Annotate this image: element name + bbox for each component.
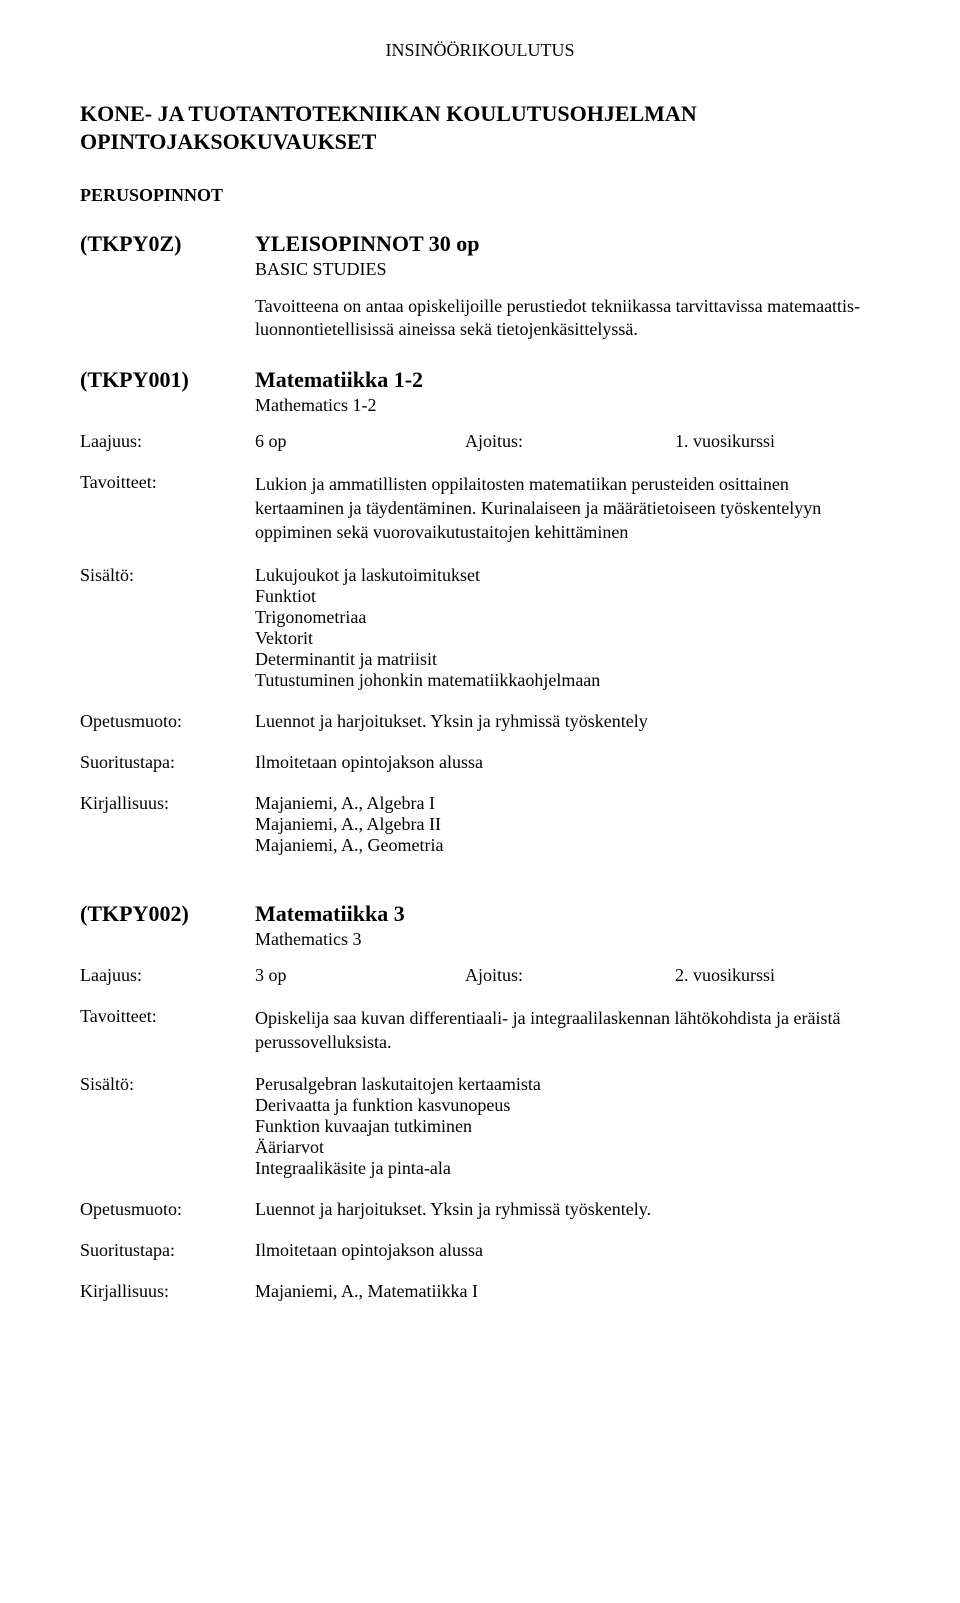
list-item: Vektorit: [255, 628, 880, 649]
content-label: Sisältö:: [80, 565, 255, 586]
list-item: Determinantit ja matriisit: [255, 649, 880, 670]
objectives-value: Lukion ja ammatillisten oppilaitosten ma…: [255, 472, 880, 545]
teaching-label: Opetusmuoto:: [80, 1199, 255, 1220]
course-subtitle: Mathematics 3: [255, 929, 880, 950]
literature-row: Kirjallisuus: Majaniemi, A., Algebra I M…: [80, 793, 880, 856]
group-code: (TKPY0Z): [80, 231, 255, 257]
assessment-value: Ilmoitetaan opintojakson alussa: [255, 1240, 880, 1261]
list-item: Tutustuminen johonkin matematiikkaohjelm…: [255, 670, 880, 691]
objectives-row: Tavoitteet: Lukion ja ammatillisten oppi…: [80, 472, 880, 545]
list-item: Funktiot: [255, 586, 880, 607]
assessment-row: Suoritustapa: Ilmoitetaan opintojakson a…: [80, 752, 880, 773]
objectives-label: Tavoitteet:: [80, 472, 255, 493]
content-list: Perusalgebran laskutaitojen kertaamista …: [255, 1074, 880, 1179]
literature-row: Kirjallisuus: Majaniemi, A., Matematiikk…: [80, 1281, 880, 1302]
timing-label: Ajoitus:: [465, 965, 675, 986]
teaching-value: Luennot ja harjoitukset. Yksin ja ryhmis…: [255, 1199, 880, 1220]
page: INSINÖÖRIKOULUTUS KONE- JA TUOTANTOTEKNI…: [0, 0, 960, 1362]
group-row: (TKPY0Z) YLEISOPINNOT 30 op BASIC STUDIE…: [80, 231, 880, 367]
course-title: Matematiikka 1-2: [255, 367, 880, 393]
content-row: Sisältö: Lukujoukot ja laskutoimitukset …: [80, 565, 880, 691]
course-code: (TKPY001): [80, 367, 255, 393]
list-item: Funktion kuvaajan tutkiminen: [255, 1116, 880, 1137]
course-heading-row: (TKPY002) Matematiikka 3 Mathematics 3: [80, 901, 880, 965]
literature-list: Majaniemi, A., Matematiikka I: [255, 1281, 880, 1302]
teaching-label: Opetusmuoto:: [80, 711, 255, 732]
extent-label: Laajuus:: [80, 965, 255, 986]
list-item: Majaniemi, A., Algebra I: [255, 793, 880, 814]
teaching-value: Luennot ja harjoitukset. Yksin ja ryhmis…: [255, 711, 880, 732]
literature-list: Majaniemi, A., Algebra I Majaniemi, A., …: [255, 793, 880, 856]
extent-timing-row: Laajuus: 6 op Ajoitus: 1. vuosikurssi: [80, 431, 880, 452]
course-heading-row: (TKPY001) Matematiikka 1-2 Mathematics 1…: [80, 367, 880, 431]
list-item: Ääriarvot: [255, 1137, 880, 1158]
extent-value: 6 op: [255, 431, 465, 452]
assessment-row: Suoritustapa: Ilmoitetaan opintojakson a…: [80, 1240, 880, 1261]
teaching-row: Opetusmuoto: Luennot ja harjoitukset. Yk…: [80, 1199, 880, 1220]
group-subtitle: BASIC STUDIES: [255, 259, 880, 280]
list-item: Trigonometriaa: [255, 607, 880, 628]
objectives-label: Tavoitteet:: [80, 1006, 255, 1027]
group-intro: Tavoitteena on antaa opiskelijoille peru…: [255, 295, 880, 342]
extent-timing-row: Laajuus: 3 op Ajoitus: 2. vuosikurssi: [80, 965, 880, 986]
timing-value: 2. vuosikurssi: [675, 965, 775, 986]
list-item: Lukujoukot ja laskutoimitukset: [255, 565, 880, 586]
section-title: PERUSOPINNOT: [80, 185, 880, 206]
content-row: Sisältö: Perusalgebran laskutaitojen ker…: [80, 1074, 880, 1179]
assessment-value: Ilmoitetaan opintojakson alussa: [255, 752, 880, 773]
extent-value: 3 op: [255, 965, 465, 986]
list-item: Majaniemi, A., Matematiikka I: [255, 1281, 880, 1302]
teaching-row: Opetusmuoto: Luennot ja harjoitukset. Yk…: [80, 711, 880, 732]
timing-value: 1. vuosikurssi: [675, 431, 775, 452]
literature-label: Kirjallisuus:: [80, 793, 255, 814]
content-list: Lukujoukot ja laskutoimitukset Funktiot …: [255, 565, 880, 691]
content-label: Sisältö:: [80, 1074, 255, 1095]
program-title-line2: OPINTOJAKSOKUVAUKSET: [80, 129, 880, 155]
timing-label: Ajoitus:: [465, 431, 675, 452]
course-code: (TKPY002): [80, 901, 255, 927]
group-title: YLEISOPINNOT 30 op: [255, 231, 880, 257]
list-item: Majaniemi, A., Algebra II: [255, 814, 880, 835]
assessment-label: Suoritustapa:: [80, 752, 255, 773]
list-item: Integraalikäsite ja pinta-ala: [255, 1158, 880, 1179]
course-title: Matematiikka 3: [255, 901, 880, 927]
list-item: Derivaatta ja funktion kasvunopeus: [255, 1095, 880, 1116]
assessment-label: Suoritustapa:: [80, 1240, 255, 1261]
objectives-row: Tavoitteet: Opiskelija saa kuvan differe…: [80, 1006, 880, 1055]
course-subtitle: Mathematics 1-2: [255, 395, 880, 416]
program-title-line1: KONE- JA TUOTANTOTEKNIIKAN KOULUTUSOHJEL…: [80, 101, 880, 127]
objectives-value: Opiskelija saa kuvan differentiaali- ja …: [255, 1006, 880, 1055]
literature-label: Kirjallisuus:: [80, 1281, 255, 1302]
extent-label: Laajuus:: [80, 431, 255, 452]
list-item: Majaniemi, A., Geometria: [255, 835, 880, 856]
list-item: Perusalgebran laskutaitojen kertaamista: [255, 1074, 880, 1095]
department-title: INSINÖÖRIKOULUTUS: [80, 40, 880, 61]
